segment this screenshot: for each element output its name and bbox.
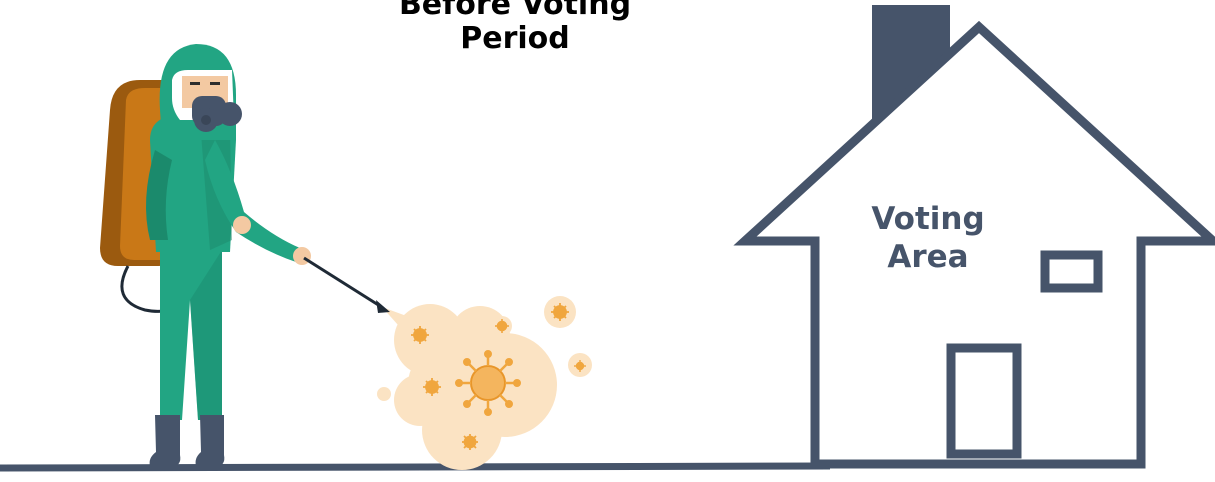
voting-area-house-icon	[733, 5, 1215, 469]
disinfection-worker-icon	[100, 44, 390, 466]
virus-icon-small	[411, 326, 429, 344]
title-line-2: Period	[460, 21, 570, 56]
house-label: Voting Area	[848, 200, 1008, 276]
house-label-line-1: Voting	[871, 201, 985, 237]
spray-wand	[303, 256, 381, 308]
virus-icon-small	[462, 434, 478, 450]
virus-icon-large	[455, 350, 521, 416]
virus-icon-small	[423, 378, 441, 396]
page-title: Before Voting Period	[370, 0, 660, 56]
gas-mask-icon	[192, 96, 242, 132]
virus-icon-small	[551, 303, 569, 321]
virus-icon-small	[574, 360, 586, 372]
ground-line	[0, 462, 831, 472]
door-icon	[946, 343, 1022, 459]
house-label-line-2: Area	[887, 239, 969, 275]
hand-icon	[233, 216, 251, 234]
window-icon	[1040, 250, 1103, 293]
title-line-1: Before Voting	[398, 0, 632, 22]
virus-icon-small	[495, 319, 509, 333]
nozzle-icon	[376, 300, 390, 313]
boots-icon	[149, 415, 225, 466]
virus-particles	[411, 303, 586, 450]
